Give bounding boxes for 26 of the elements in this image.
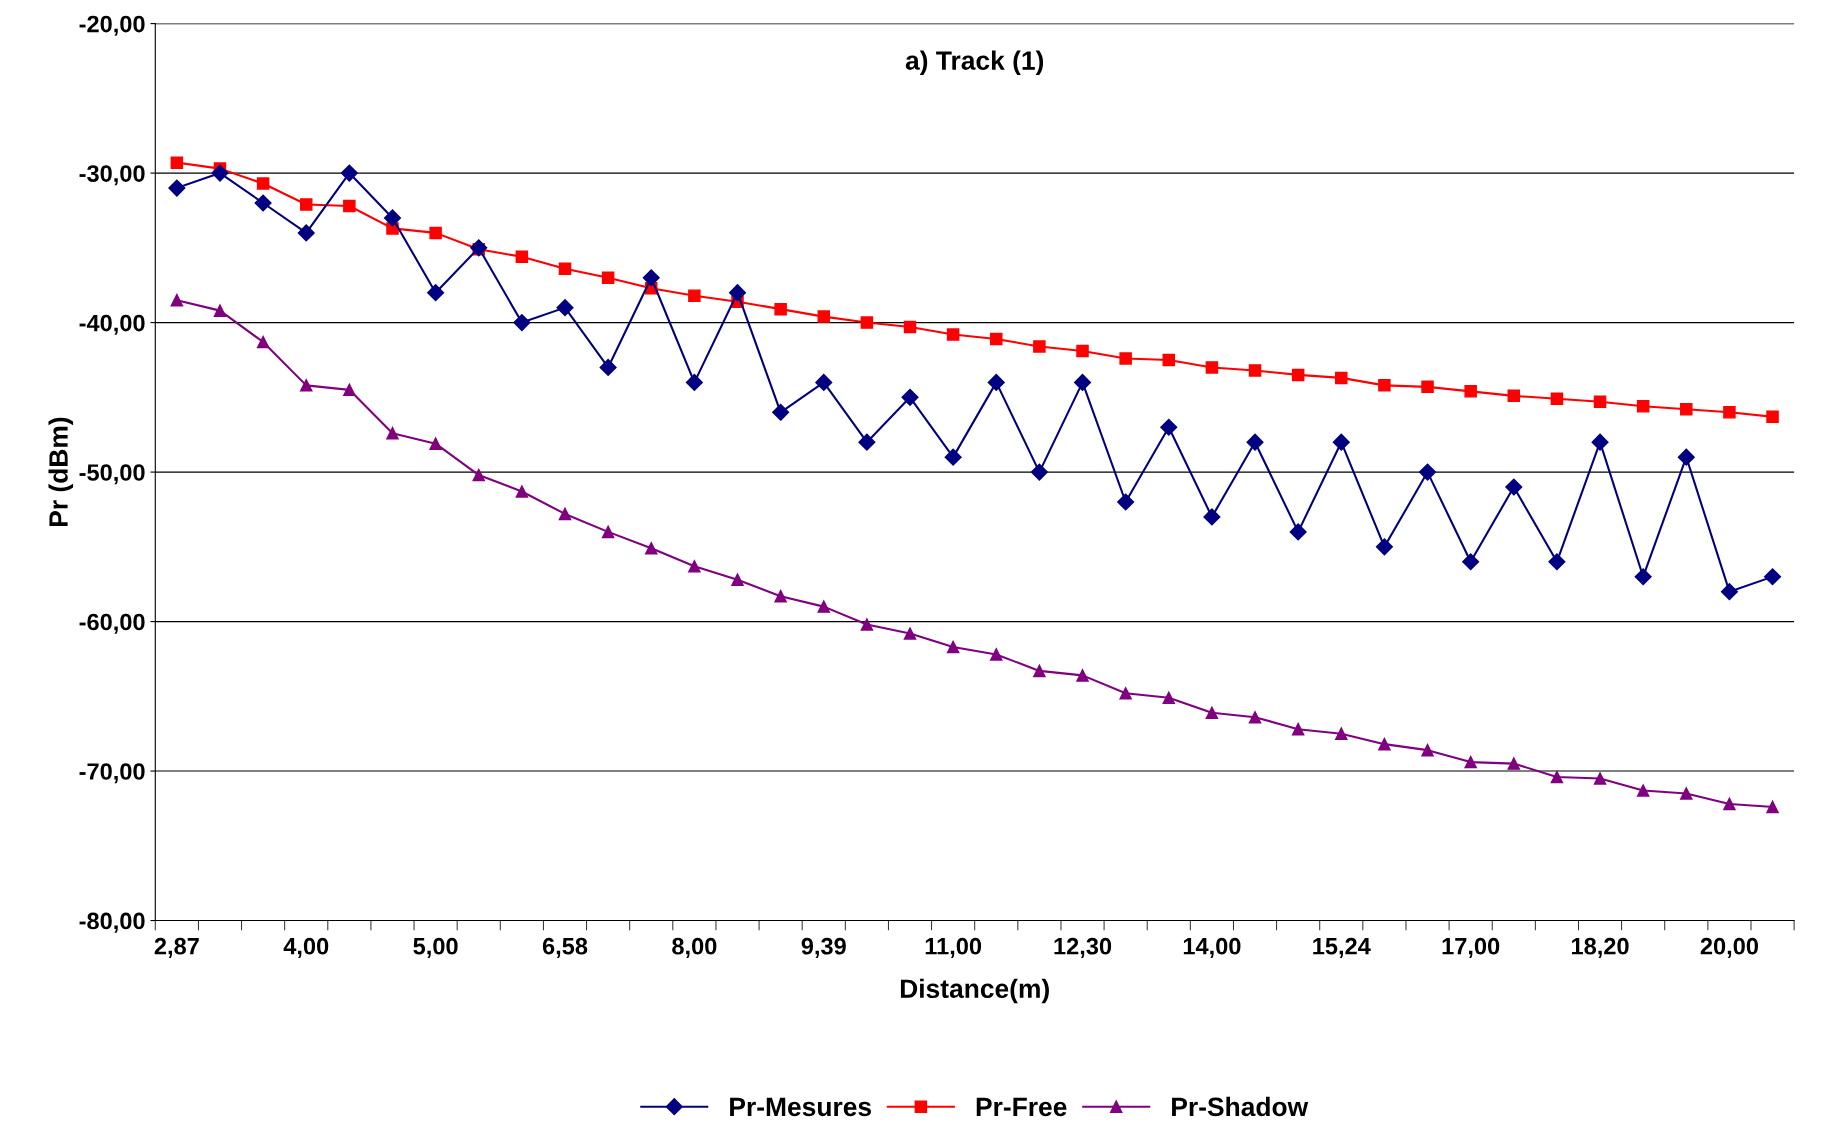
legend-label: Pr-Mesures <box>730 1097 872 1117</box>
x-tick-label: 2,87 <box>154 937 199 958</box>
x-tick-label: 4,00 <box>283 937 329 958</box>
x-tick-label: 18,20 <box>1571 937 1629 958</box>
x-tick-label: 11,00 <box>925 937 982 958</box>
text: a) Track (1) <box>905 50 1044 76</box>
x-tick-label: 9,39 <box>801 937 846 958</box>
y-tick-label: -40,00 <box>79 314 145 335</box>
x-tick-label: 15,24 <box>1313 937 1371 958</box>
y-tick-label: -60,00 <box>79 613 145 634</box>
y-tick-label: -30,00 <box>79 165 145 186</box>
legend-label: Pr-Shadow <box>1172 1096 1309 1117</box>
y-tick-label: -20,00 <box>79 15 145 36</box>
x-tick-label: 12,30 <box>1054 937 1112 958</box>
x-tick-label: 5,00 <box>413 937 458 958</box>
y-tick-label: -70,00 <box>79 763 145 784</box>
x-tick-label: 8,00 <box>672 937 717 958</box>
legend-label: Pr-Free <box>976 1097 1067 1117</box>
x-tick-label: 6,58 <box>542 937 588 958</box>
x-tick-label: 17,00 <box>1442 937 1500 958</box>
x-tick-label: 14,00 <box>1183 937 1241 958</box>
x-axis-title: Distance(m) <box>900 978 1049 1004</box>
x-tick-label: 20,00 <box>1700 937 1758 958</box>
y-tick-label: -80,00 <box>79 912 145 933</box>
y-axis-title: Pr (dBm) <box>48 417 74 527</box>
y-tick-label: -50,00 <box>79 464 145 485</box>
